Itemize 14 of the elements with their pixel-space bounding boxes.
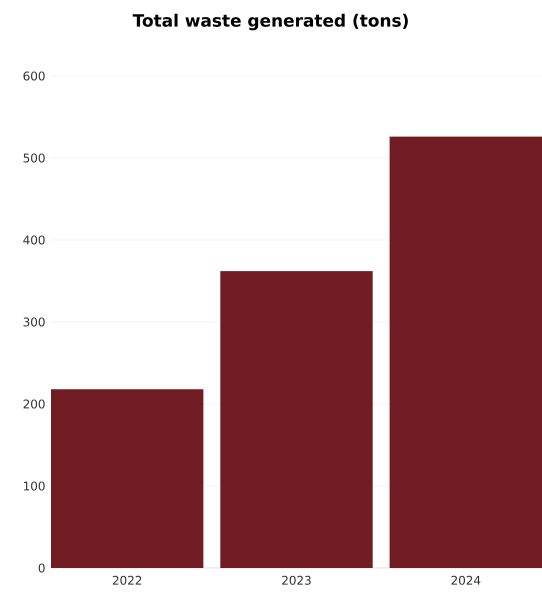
y-tick-label: 300 xyxy=(24,317,45,327)
bar xyxy=(390,136,542,568)
x-tick-label: 2023 xyxy=(282,576,311,585)
y-tick-label: 200 xyxy=(24,399,45,409)
bar xyxy=(220,271,373,568)
x-tick-label: 2024 xyxy=(451,576,480,585)
y-tick-label: 400 xyxy=(23,235,45,245)
y-tick-label: 0 xyxy=(38,563,45,573)
x-tick-label: 2022 xyxy=(112,576,142,585)
bar xyxy=(51,389,204,568)
y-tick-label: 500 xyxy=(24,153,45,163)
y-tick-label: 100 xyxy=(24,481,45,491)
y-tick-label: 600 xyxy=(23,71,45,81)
chart-title: Total waste generated (tons) xyxy=(132,14,408,30)
